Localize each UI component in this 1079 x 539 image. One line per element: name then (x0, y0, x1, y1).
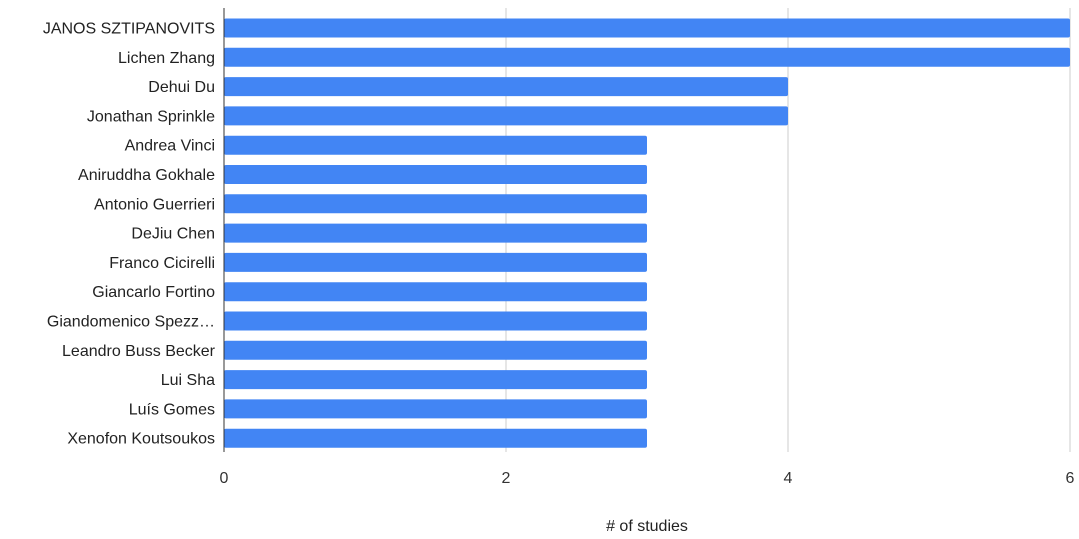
category-label: Luís Gomes (129, 401, 215, 418)
x-tick-label: 2 (502, 470, 511, 487)
bar (224, 223, 647, 243)
bar (224, 252, 647, 272)
bar (224, 428, 647, 448)
x-tick-label: 4 (784, 470, 793, 487)
category-label: Leandro Buss Becker (62, 343, 216, 360)
category-label: JANOS SZTIPANOVITS (43, 21, 215, 38)
category-label: Lichen Zhang (118, 50, 215, 67)
category-label: Lui Sha (161, 372, 215, 389)
category-label: Giandomenico Spezz… (47, 314, 215, 331)
category-label: DeJiu Chen (131, 226, 215, 243)
category-label: Xenofon Koutsoukos (67, 431, 215, 448)
bar (224, 194, 647, 214)
category-label: Jonathan Sprinkle (87, 108, 215, 125)
x-tick-label: 6 (1066, 470, 1075, 487)
category-label: Aniruddha Gokhale (78, 167, 215, 184)
bar (224, 106, 788, 126)
category-labels: JANOS SZTIPANOVITS Lichen Zhang Dehui Du Jo… (43, 21, 216, 448)
x-tick-labels: 0 2 4 6 (220, 470, 1075, 487)
bar (224, 47, 1070, 67)
bar (224, 311, 647, 331)
bar (224, 399, 647, 419)
x-tick-label: 0 (220, 470, 229, 487)
bar (224, 135, 647, 155)
category-label: Giancarlo Fortino (92, 284, 215, 301)
category-label: Antonio Guerrieri (94, 196, 215, 213)
bar (224, 370, 647, 390)
bars (224, 18, 1070, 448)
bar (224, 340, 647, 360)
bar (224, 165, 647, 184)
category-label: Franco Cicirelli (109, 255, 215, 272)
bar (224, 18, 1070, 38)
category-label: Andrea Vinci (125, 138, 215, 155)
category-label: Dehui Du (148, 79, 215, 96)
bar (224, 282, 647, 302)
x-axis-title: # of studies (606, 518, 688, 535)
bar (224, 77, 788, 97)
